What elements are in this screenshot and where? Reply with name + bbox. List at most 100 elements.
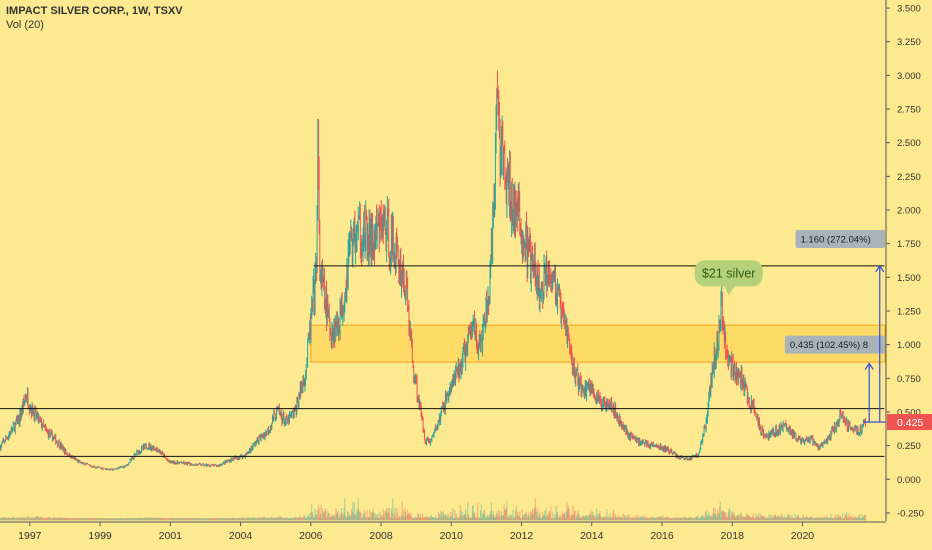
volume-bar bbox=[439, 516, 441, 521]
volume-bar bbox=[154, 517, 156, 521]
volume-bar bbox=[119, 518, 122, 521]
volume-bar bbox=[450, 511, 452, 521]
volume-bar bbox=[379, 514, 382, 521]
volume-bar bbox=[13, 517, 16, 521]
volume-bar bbox=[600, 516, 602, 521]
volume-bar bbox=[592, 515, 594, 521]
volume-bar bbox=[340, 514, 342, 521]
volume-bar bbox=[679, 517, 682, 521]
volume-bar bbox=[337, 510, 339, 521]
volume-bar bbox=[244, 518, 246, 521]
volume-bar bbox=[155, 518, 157, 521]
y-tick-label: 1.250 bbox=[897, 306, 921, 317]
volume-bar bbox=[53, 517, 55, 521]
volume-bar bbox=[807, 517, 809, 521]
volume-bar bbox=[180, 518, 182, 521]
volume-bar bbox=[57, 517, 60, 521]
volume-bar bbox=[615, 517, 617, 521]
volume-bar bbox=[690, 517, 692, 521]
volume-bar bbox=[330, 516, 332, 521]
measure-label-1: 0.435 (102.45%) 8 bbox=[790, 340, 868, 351]
volume-bar bbox=[205, 518, 207, 521]
volume-bar bbox=[490, 502, 492, 521]
volume-bar bbox=[576, 514, 578, 521]
volume-bar bbox=[538, 517, 540, 521]
volume-bar bbox=[739, 515, 741, 521]
volume-bar bbox=[846, 518, 848, 521]
volume-bar bbox=[761, 515, 763, 521]
volume-bar bbox=[722, 512, 724, 521]
volume-bar bbox=[235, 518, 237, 521]
annotation-callout-1[interactable] bbox=[694, 260, 763, 296]
volume-bar bbox=[59, 518, 62, 521]
volume-indicator-label[interactable]: Vol (20) bbox=[6, 19, 44, 31]
volume-bar bbox=[500, 510, 503, 521]
volume-bar bbox=[225, 518, 228, 521]
volume-bar bbox=[843, 518, 845, 521]
volume-bar bbox=[507, 516, 509, 521]
volume-bar bbox=[315, 514, 317, 521]
volume-bar bbox=[187, 518, 189, 521]
volume-bar bbox=[39, 517, 41, 521]
current-price-badge[interactable] bbox=[887, 414, 932, 431]
volume-bar bbox=[244, 518, 247, 521]
volume-bar bbox=[261, 518, 263, 521]
volume-bar bbox=[191, 517, 193, 521]
volume-bar bbox=[664, 517, 666, 521]
volume-bar bbox=[698, 518, 700, 521]
volume-bar bbox=[340, 507, 343, 521]
volume-bar bbox=[80, 518, 82, 521]
volume-bar bbox=[821, 516, 823, 521]
x-tick-label: 2001 bbox=[159, 530, 183, 542]
volume-bar bbox=[730, 517, 732, 521]
volume-bar bbox=[107, 518, 110, 521]
volume-bar bbox=[771, 515, 773, 521]
volume-bar bbox=[372, 508, 374, 521]
volume-bar bbox=[135, 518, 137, 521]
volume-bar bbox=[818, 517, 821, 521]
volume-bar bbox=[765, 515, 767, 521]
volume-bar bbox=[177, 518, 179, 521]
volume-bar bbox=[590, 512, 592, 521]
symbol-title[interactable]: IMPACT SILVER CORP., 1W, TSXV bbox=[6, 5, 183, 17]
volume-bar bbox=[550, 506, 552, 521]
volume-bar bbox=[2, 517, 4, 521]
volume-bar bbox=[344, 515, 347, 521]
volume-bar bbox=[357, 511, 359, 521]
volume-bar bbox=[711, 517, 713, 521]
volume-bar bbox=[361, 518, 363, 521]
volume-bar bbox=[292, 518, 295, 521]
volume-bar bbox=[81, 518, 83, 521]
volume-bar bbox=[90, 518, 92, 521]
volume-bar bbox=[712, 514, 714, 521]
volume-bar bbox=[571, 515, 573, 521]
volume-bar bbox=[250, 518, 253, 521]
volume-bar bbox=[161, 518, 163, 521]
volume-bar bbox=[695, 516, 697, 521]
volume-bar bbox=[537, 508, 539, 521]
volume-bar bbox=[795, 518, 797, 521]
volume-bar bbox=[734, 517, 736, 521]
volume-bar bbox=[180, 518, 182, 521]
volume-bar bbox=[494, 517, 496, 521]
volume-bar bbox=[121, 518, 124, 521]
volume-bar bbox=[387, 508, 389, 521]
volume-bar bbox=[325, 517, 328, 521]
volume-bar bbox=[78, 518, 80, 521]
volume-bar bbox=[377, 513, 379, 521]
volume-bar bbox=[11, 518, 14, 521]
volume-bar bbox=[515, 509, 517, 521]
volume-bar bbox=[753, 518, 755, 521]
volume-bar bbox=[702, 518, 705, 521]
volume-bar bbox=[738, 518, 740, 521]
volume-bar bbox=[860, 518, 862, 521]
volume-bar bbox=[49, 518, 51, 521]
volume-bar bbox=[575, 516, 578, 521]
volume-bar bbox=[578, 514, 580, 521]
volume-bar bbox=[820, 518, 823, 521]
volume-bar bbox=[520, 518, 522, 521]
volume-bar bbox=[176, 518, 178, 521]
volume-bar bbox=[662, 517, 665, 521]
volume-bar bbox=[852, 517, 854, 521]
